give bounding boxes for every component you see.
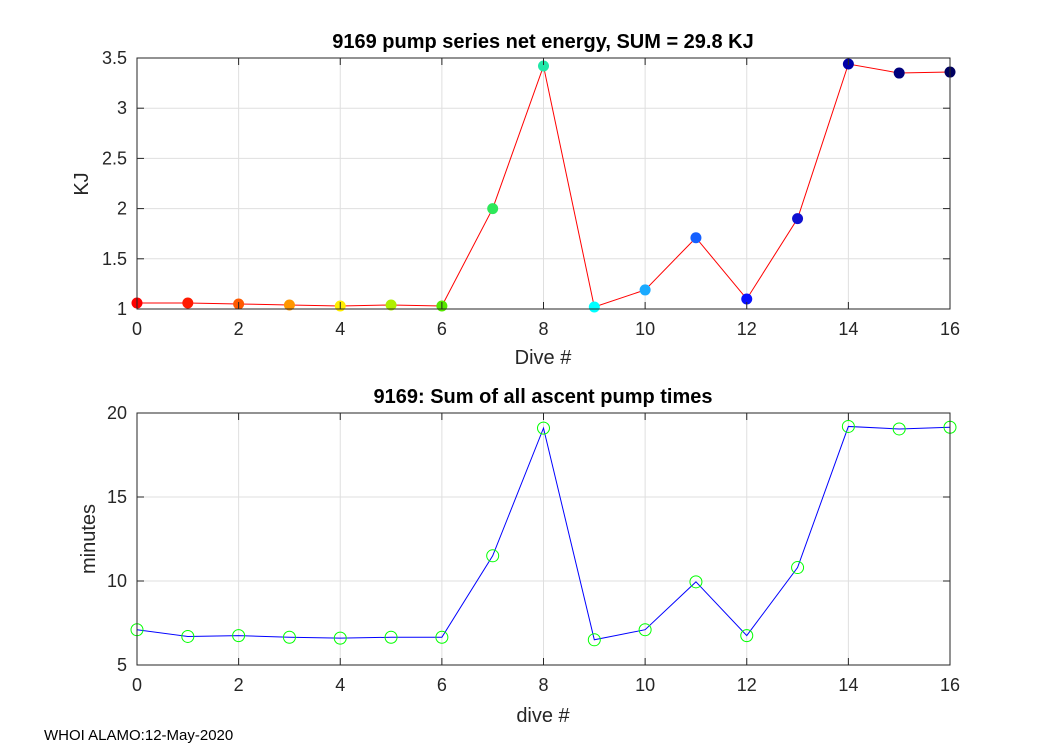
energy-x-tick-label: 14 — [838, 319, 858, 339]
pump-time-data-point — [232, 629, 246, 643]
pump-time-data-point — [384, 630, 398, 644]
pump-time-series-line — [136, 425, 951, 641]
pump-time-x-tick-label: 12 — [737, 675, 757, 695]
pump-time-y-tick-label: 5 — [117, 655, 127, 675]
energy-x-tick-label: 2 — [234, 319, 244, 339]
pump-time-x-tick-label: 16 — [940, 675, 960, 695]
energy-x-tick-label: 16 — [940, 319, 960, 339]
pump-time-data-point — [435, 630, 449, 644]
energy-x-tick-label: 12 — [737, 319, 757, 339]
energy-data-point — [893, 67, 905, 79]
energy-x-tick-label: 0 — [132, 319, 142, 339]
energy-data-point — [639, 284, 651, 296]
energy-y-tick-label: 3.5 — [102, 48, 127, 68]
pump-time-y-axis-label: minutes — [78, 504, 100, 574]
pump-time-y-tick-label: 15 — [107, 487, 127, 507]
pump-time-ticks: 0 2 4 6 8 10 12 14 16 5 10 15 20 — [107, 403, 960, 695]
energy-data-point — [538, 60, 549, 72]
pump-time-x-tick-label: 6 — [437, 675, 447, 695]
pump-time-data-point — [587, 633, 601, 647]
energy-data-point — [690, 232, 702, 244]
energy-y-tick-label: 3 — [117, 98, 127, 118]
energy-data-point — [588, 301, 600, 313]
pump-time-data-point — [333, 631, 347, 645]
energy-data-point — [283, 299, 295, 311]
energy-x-tick-label: 4 — [335, 319, 345, 339]
pump-time-data-point — [537, 421, 550, 435]
pump-time-data-point — [689, 575, 703, 589]
pump-time-data-point — [282, 630, 296, 644]
pump-time-x-axis-label: dive # — [516, 705, 570, 727]
energy-y-tick-label: 1 — [117, 299, 127, 319]
pump-time-data-point — [791, 561, 805, 575]
pump-time-y-tick-label: 20 — [107, 403, 127, 423]
energy-y-tick-label: 1.5 — [102, 249, 127, 269]
pump-time-data-point — [486, 549, 500, 563]
energy-data-point — [487, 203, 499, 215]
pump-time-y-tick-label: 10 — [107, 571, 127, 591]
energy-data-point — [385, 299, 397, 311]
energy-x-tick-label: 10 — [635, 319, 655, 339]
energy-x-tick-label: 8 — [538, 319, 548, 339]
pump-time-data-point — [638, 623, 652, 637]
pump-time-x-tick-label: 10 — [635, 675, 655, 695]
energy-x-axis-label: Dive # — [515, 347, 573, 369]
energy-y-tick-label: 2 — [117, 199, 127, 219]
energy-ticks: 0 2 4 6 8 10 12 14 16 1 1.5 2 2.5 3 3.5 — [102, 48, 960, 339]
energy-y-axis-label: KJ — [71, 172, 93, 195]
energy-y-tick-label: 2.5 — [102, 148, 127, 168]
pump-time-data-point — [740, 629, 754, 643]
energy-chart-title: 9169 pump series net energy, SUM = 29.8 … — [332, 31, 753, 53]
energy-chart: 0 2 4 6 8 10 12 14 16 1 1.5 2 2.5 3 3.5 9169 pump seri… — [71, 31, 960, 369]
footer-caption: WHOI ALAMO:12-May-2020 — [44, 727, 234, 744]
pump-time-x-tick-label: 4 — [335, 675, 345, 695]
pump-time-data-point — [892, 422, 906, 436]
pump-time-chart-title: 9169: Sum of all ascent pump times — [374, 386, 713, 408]
pump-time-data-point — [181, 629, 195, 643]
pump-time-x-tick-label: 0 — [132, 675, 142, 695]
energy-data-point — [741, 293, 753, 305]
pump-time-data-point — [841, 419, 855, 433]
energy-data-point — [182, 297, 194, 309]
pump-time-x-tick-label: 8 — [538, 675, 548, 695]
pump-time-x-tick-label: 2 — [234, 675, 244, 695]
energy-x-tick-label: 6 — [437, 319, 447, 339]
pump-time-chart: 0 2 4 6 8 10 12 14 16 5 10 15 20 9169: Sum of all as… — [78, 386, 960, 727]
energy-data-point — [792, 213, 804, 225]
pump-time-x-tick-label: 14 — [838, 675, 858, 695]
